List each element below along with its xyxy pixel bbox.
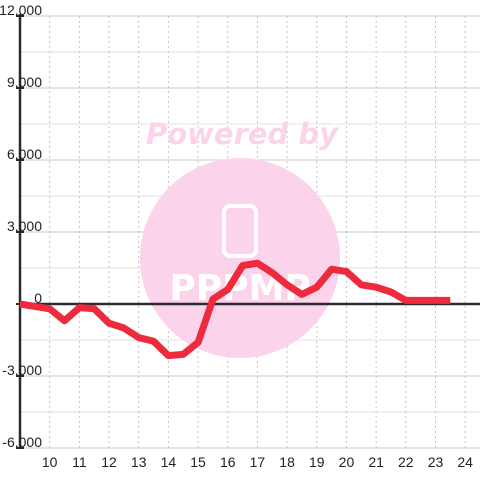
series-line xyxy=(19,259,451,360)
y-tick-label: 12,000 xyxy=(0,2,42,18)
y-tick-label: 9,000 xyxy=(7,74,42,90)
x-tick-label: 16 xyxy=(220,454,236,470)
x-tick-label: 24 xyxy=(457,454,473,470)
watermark-phone-icon xyxy=(222,204,258,258)
x-tick-label: 15 xyxy=(190,454,206,470)
y-tick-label: 6,000 xyxy=(7,146,42,162)
powered-by-watermark: Powered by PPPMP xyxy=(140,117,340,358)
y-tick-label: -3,000 xyxy=(2,362,42,378)
x-tick-label: 20 xyxy=(339,454,355,470)
series-layer xyxy=(19,259,451,360)
x-tick-label: 22 xyxy=(398,454,414,470)
tick-labels: -6,000 -3,000 0 3,000 6,000 9,000 12,000 10 11 12… xyxy=(0,2,473,470)
x-tick-label: 13 xyxy=(131,454,147,470)
x-tick-label: 14 xyxy=(161,454,177,470)
y-tick-label: 3,000 xyxy=(7,218,42,234)
x-tick-label: 12 xyxy=(101,454,117,470)
x-tick-label: 10 xyxy=(42,454,58,470)
x-tick-label: 19 xyxy=(309,454,325,470)
x-tick-label: 11 xyxy=(72,454,87,470)
x-tick-label: 23 xyxy=(428,454,444,470)
y-tick-label: -6,000 xyxy=(2,434,42,450)
x-tick-label: 17 xyxy=(250,454,266,470)
watermark-text: Powered by xyxy=(146,117,339,151)
x-tick-label: 18 xyxy=(279,454,295,470)
x-tick-label: 21 xyxy=(368,454,384,470)
y-tick-label: 0 xyxy=(34,290,42,306)
